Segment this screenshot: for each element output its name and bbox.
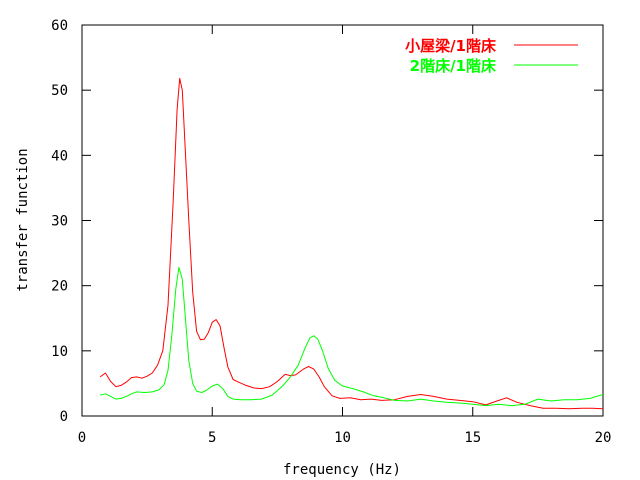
legend-label-2: 2階床/1階床 bbox=[410, 57, 497, 75]
y-axis-title: transfer function bbox=[15, 148, 31, 291]
y-tick-label: 50 bbox=[51, 83, 68, 99]
x-tick-label: 0 bbox=[78, 430, 86, 446]
y-tick-label: 60 bbox=[51, 18, 68, 34]
x-axis-title: frequency (Hz) bbox=[283, 462, 401, 478]
axis-ticks bbox=[81, 24, 604, 417]
x-tick-label: 10 bbox=[334, 430, 351, 446]
y-tick-label: 10 bbox=[51, 344, 68, 360]
legend-label-1: 小屋梁/1階床 bbox=[405, 37, 497, 55]
x-tick-label: 5 bbox=[208, 430, 216, 446]
series-line-2 bbox=[100, 266, 604, 407]
legend: 小屋梁/1階床 2階床/1階床 bbox=[405, 37, 578, 75]
x-tick-label: 20 bbox=[595, 430, 612, 446]
y-tick-label: 0 bbox=[60, 409, 68, 425]
y-tick-label: 20 bbox=[51, 279, 68, 295]
y-tick-label: 40 bbox=[51, 148, 68, 164]
tick-labels: 0 5 10 15 20 0 10 20 30 40 50 60 bbox=[51, 18, 611, 446]
series-layer bbox=[99, 77, 604, 410]
x-tick-label: 15 bbox=[464, 430, 481, 446]
series-line-1 bbox=[99, 77, 604, 410]
y-tick-label: 30 bbox=[51, 214, 68, 230]
